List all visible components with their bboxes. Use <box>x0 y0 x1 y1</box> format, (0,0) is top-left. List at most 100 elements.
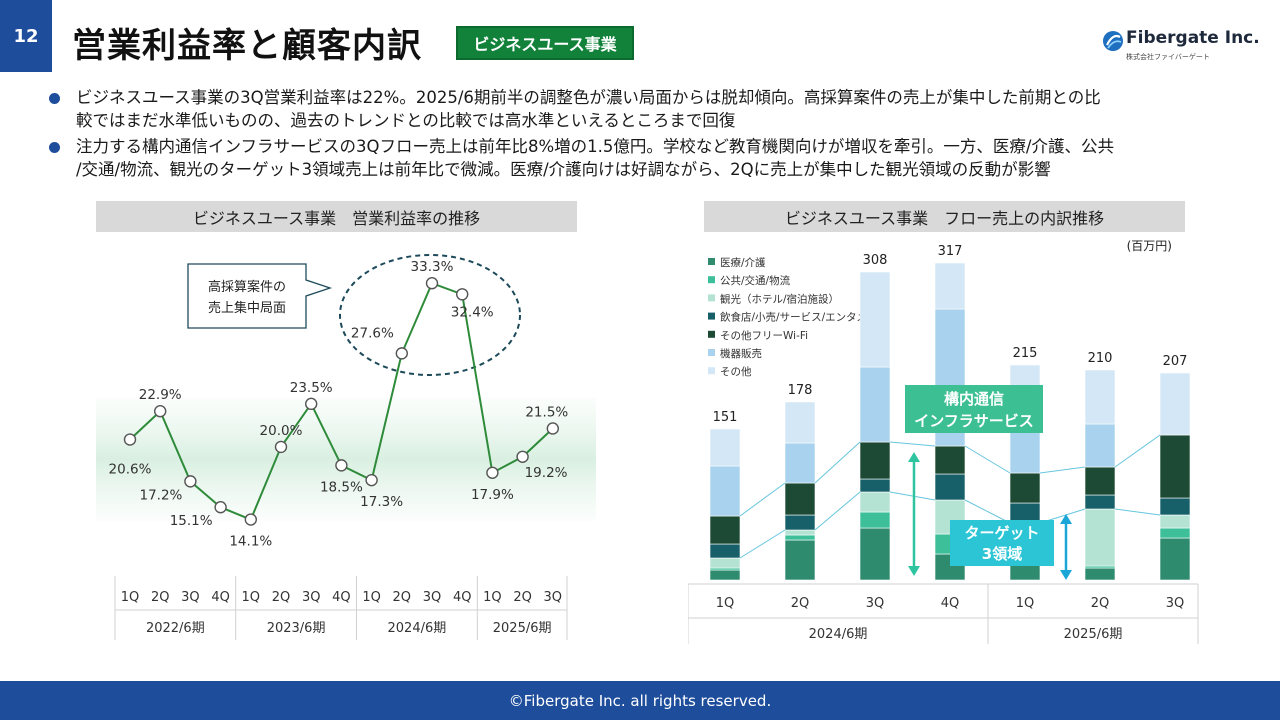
total-label: 210 <box>1088 351 1113 366</box>
right-chart-title: ビジネスユース事業 フロー売上の内訳推移 <box>704 201 1185 232</box>
total-label: 207 <box>1163 354 1188 369</box>
page-number: 12 <box>0 0 52 72</box>
bullet-line: ビジネスユース事業の3Q営業利益率は22%。2025/6期前半の調整色が濃い局面… <box>76 88 1101 107</box>
data-point <box>546 422 559 435</box>
company-logo: Fibergate Inc. 株式会社ファイバーゲート <box>1102 28 1260 68</box>
bar-segment <box>709 515 741 545</box>
x-axis: 2022/6期 2023/6期 2024/6期 2025/6期 1Q 2Q 3Q 4Q 1Q 2Q… <box>114 576 568 640</box>
legend-label: 公共/交通/物流 <box>720 274 791 287</box>
x-tick-label: 2Q <box>272 590 291 605</box>
bullet-dot <box>49 142 60 153</box>
legend-label: その他フリーWi-Fi <box>720 329 808 342</box>
bar-segment <box>709 465 741 517</box>
unit-label: (百万円) <box>1127 239 1172 253</box>
logo-subtitle: 株式会社ファイバーゲート <box>1126 53 1210 61</box>
bullet-item: 注力する構内通信インフラサービスの3Qフロー売上は前年比8%増の1.5億円。学校… <box>46 135 1246 181</box>
connector-line <box>814 491 861 531</box>
data-label: 22.9% <box>139 387 182 403</box>
legend-label: 医療/介護 <box>720 256 766 269</box>
legend-swatch <box>708 349 715 356</box>
bullet-dot <box>49 93 60 104</box>
x-tick-label: 3Q <box>181 590 200 605</box>
bar-segment <box>859 511 891 529</box>
bar-segment <box>934 445 966 475</box>
bar-segment <box>934 473 966 501</box>
connector-line <box>739 482 786 517</box>
bar-segment <box>859 527 891 581</box>
x-tick-label: 1Q <box>242 590 261 605</box>
operating-margin-chart: 高採算案件の 売上集中局面 20.6% 22.9% 17.2% 15.1% 14.1% 2… <box>96 254 596 640</box>
total-label: 308 <box>863 253 888 268</box>
target-callout: ターゲット 3領域 <box>950 520 1054 566</box>
bar-segment <box>1084 567 1116 581</box>
connector-line <box>1039 466 1086 474</box>
callout-line: 売上集中局面 <box>208 300 286 316</box>
data-label: 17.3% <box>360 494 403 510</box>
x-tick-label: 1Q <box>1016 596 1035 611</box>
connector-line <box>964 445 1011 474</box>
data-point <box>486 466 499 479</box>
bar-segment <box>859 366 891 443</box>
data-point <box>304 397 318 411</box>
data-point <box>335 459 348 472</box>
legend-label: その他 <box>720 365 752 378</box>
group-label: 2023/6期 <box>267 621 326 636</box>
x-tick-label: 3Q <box>866 596 885 611</box>
trend-band <box>96 397 596 521</box>
data-label: 18.5% <box>320 479 363 495</box>
x-tick-label: 1Q <box>362 590 381 605</box>
legend-label: 機器販売 <box>720 347 762 360</box>
bar-segment <box>1159 537 1191 581</box>
bar-segment <box>709 428 741 467</box>
highlight-ellipse <box>339 254 521 376</box>
legend-swatch <box>708 312 715 320</box>
data-point <box>274 440 288 454</box>
x-tick-label: 4Q <box>332 590 351 605</box>
bar-segment <box>934 262 966 310</box>
data-label: 17.2% <box>140 487 183 503</box>
data-label: 14.1% <box>229 534 272 550</box>
x-axis: 1Q 2Q 3Q 4Q 1Q 2Q 3Q 2024/6期 2025/6期 <box>688 583 1199 644</box>
x-tick-label: 2Q <box>393 590 412 605</box>
callout-box: 高採算案件の 売上集中局面 <box>187 263 333 329</box>
bar-segment <box>1159 497 1191 516</box>
fibergate-logo-icon <box>1103 31 1123 51</box>
connector-line <box>739 529 786 559</box>
bullet-line: /交通/物流、観光のターゲット3領域売上は前年比で微減。医療/介護向けは好調なが… <box>76 160 1051 179</box>
data-point <box>456 288 469 301</box>
bar-segment <box>1084 508 1116 567</box>
bar-segment <box>859 441 891 480</box>
target-arrow <box>1060 514 1072 580</box>
segment-badge: ビジネスユース事業 <box>456 26 634 60</box>
bar-segment <box>784 401 816 444</box>
connector-line <box>964 499 1011 524</box>
bar-segment <box>1009 472 1041 504</box>
x-tick-label: 3Q <box>423 590 442 605</box>
group-label: 2025/6期 <box>1064 627 1123 642</box>
group-label: 2024/6期 <box>809 627 868 642</box>
infra-arrow <box>908 452 920 576</box>
legend-label: 飲食店/小売/サービス/エンタメ <box>720 311 867 324</box>
data-point <box>516 450 529 463</box>
x-tick-label: 2Q <box>151 590 170 605</box>
x-tick-label: 2Q <box>791 596 810 611</box>
bullet-line: 注力する構内通信インフラサービスの3Qフロー売上は前年比8%増の1.5億円。学校… <box>76 137 1114 156</box>
logo-name: Fibergate Inc. <box>1126 28 1260 48</box>
bar-segment <box>784 514 816 531</box>
bar-segment <box>859 491 891 513</box>
infra-callout: 構内通信 インフラサービス <box>905 385 1043 433</box>
x-tick-label: 2Q <box>513 590 532 605</box>
legend-swatch <box>708 258 715 265</box>
target-callout-line: 3領域 <box>982 545 1022 563</box>
data-label: 33.3% <box>411 259 454 275</box>
data-label: 15.1% <box>170 513 213 529</box>
bar-segment <box>859 271 891 368</box>
bar-segment <box>784 529 816 536</box>
data-label: 21.5% <box>525 404 568 420</box>
connector-line <box>1114 434 1161 468</box>
data-point <box>244 513 258 526</box>
bar-segment <box>709 543 741 559</box>
bar-segment <box>1159 434 1191 499</box>
x-tick-label: 3Q <box>544 590 563 605</box>
